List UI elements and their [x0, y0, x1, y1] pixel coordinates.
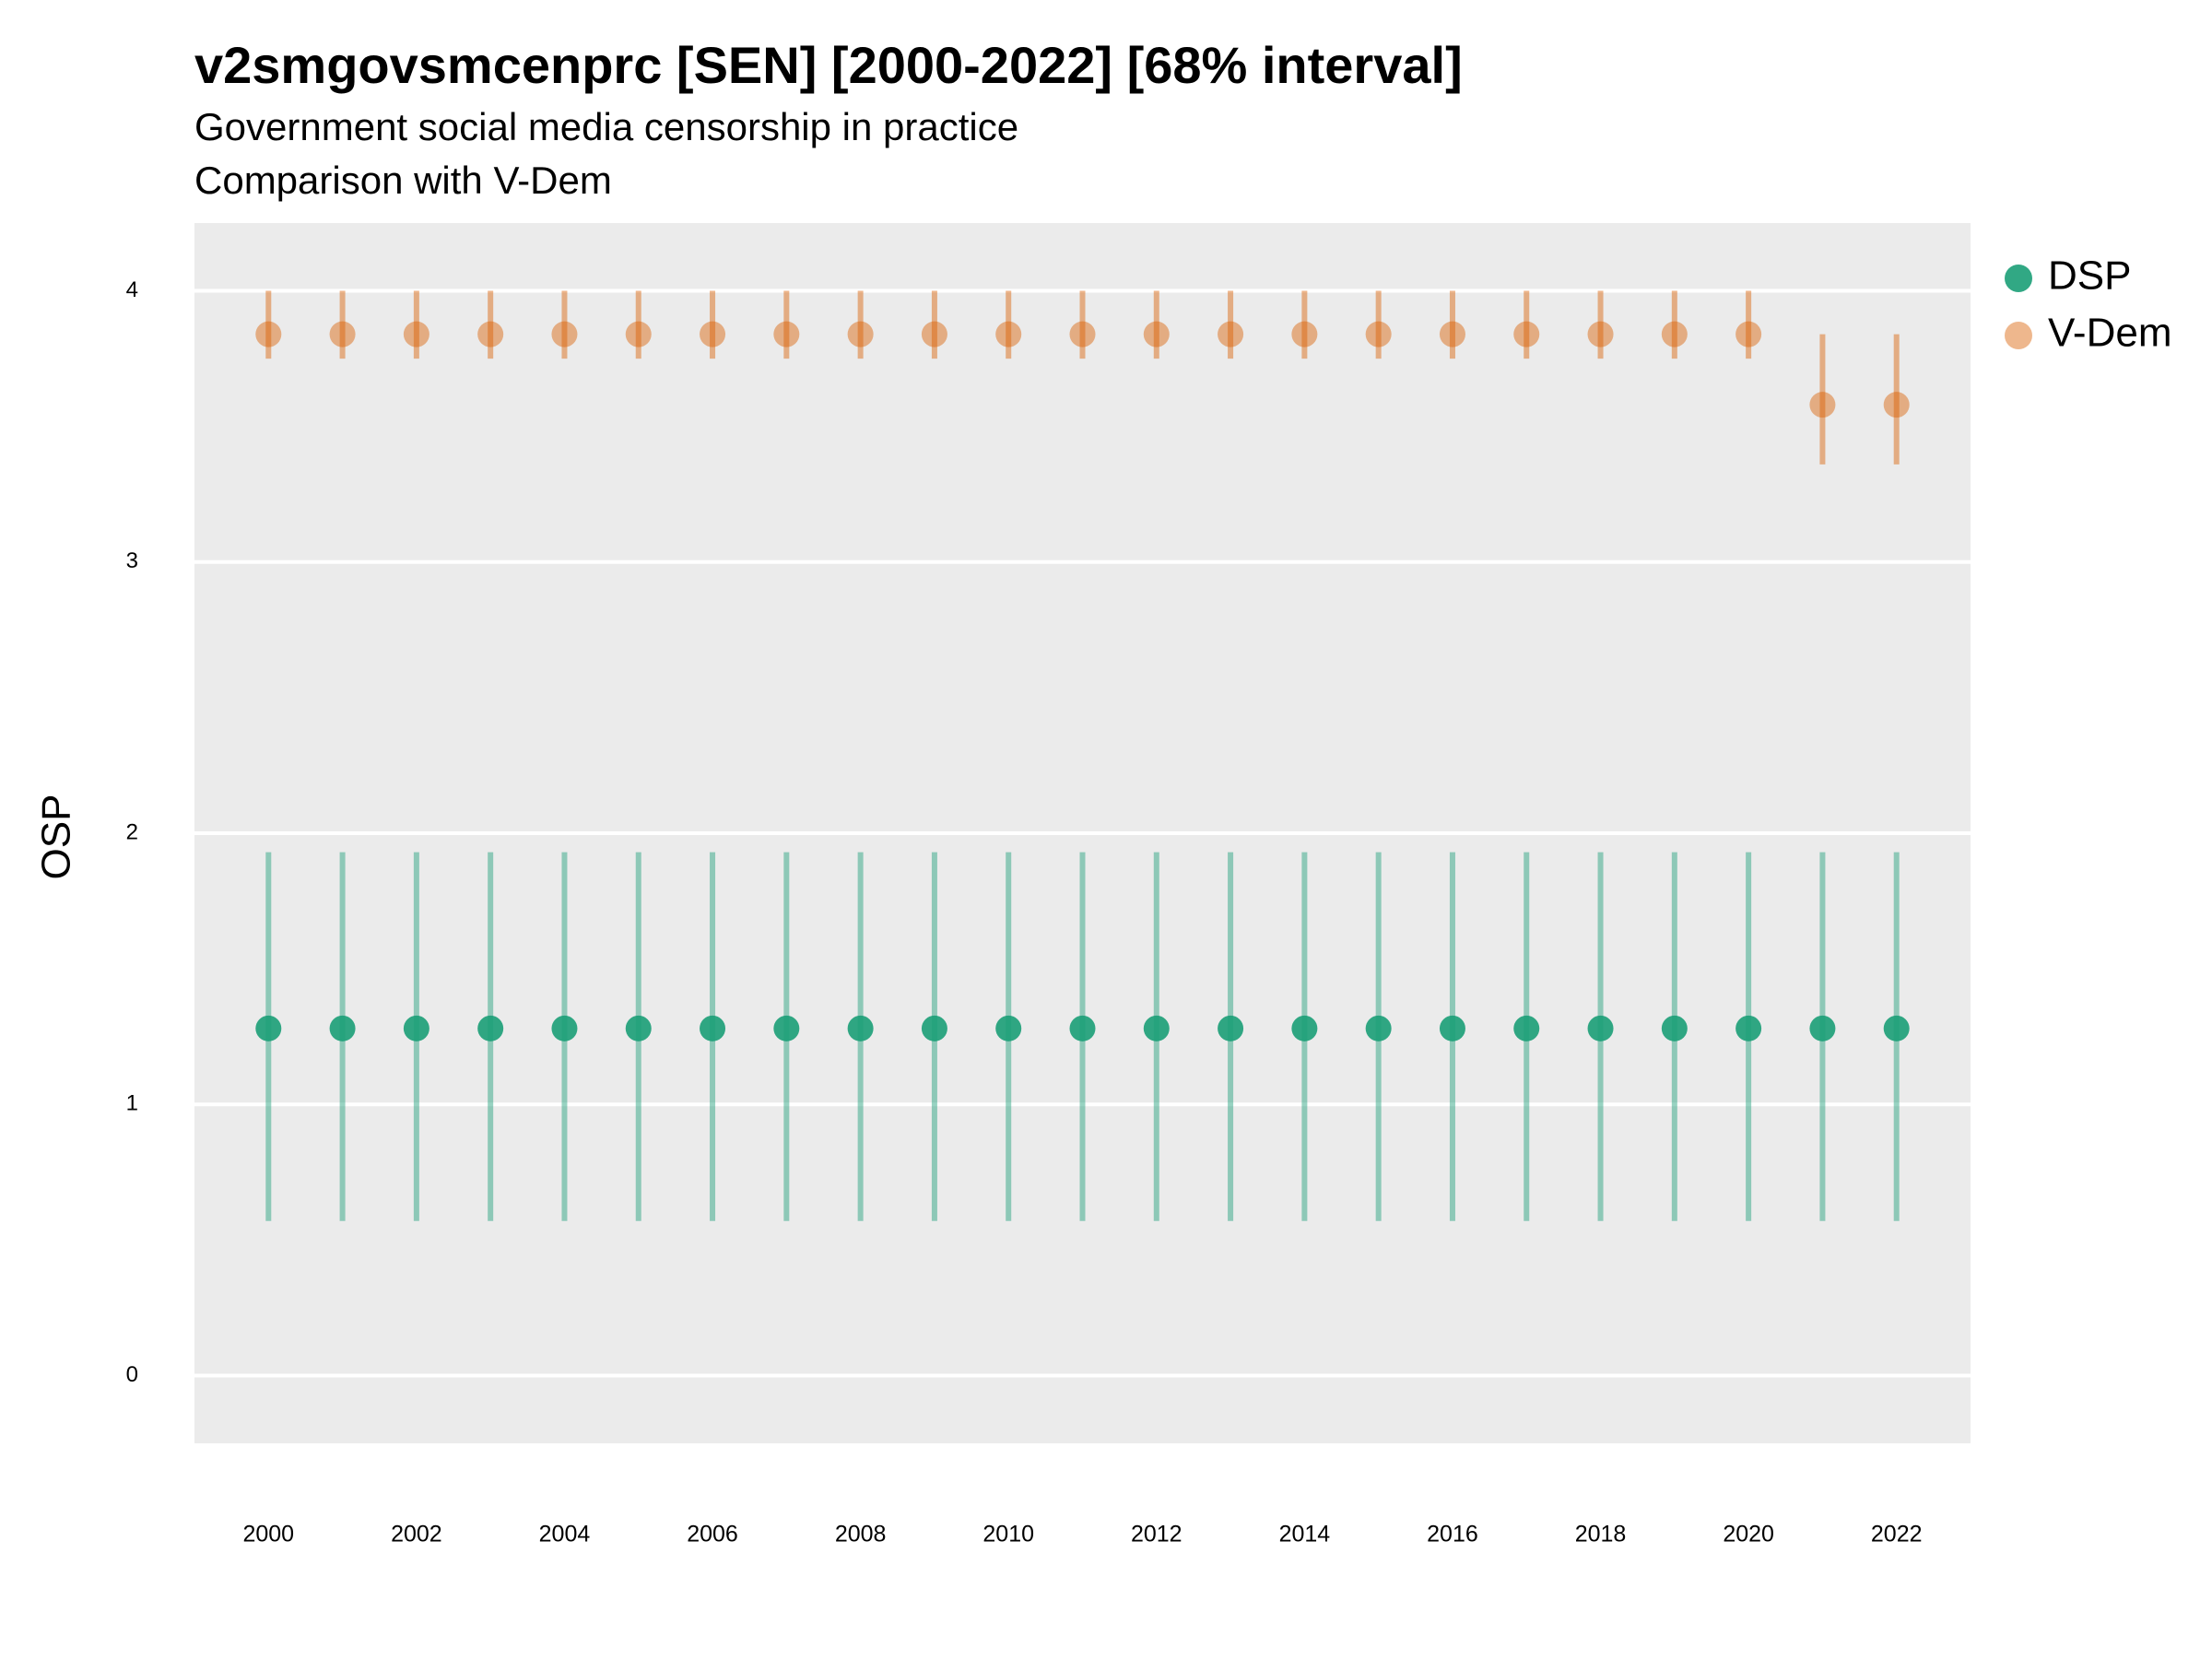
y-axis-label: OSP: [34, 794, 79, 880]
point: [847, 321, 874, 347]
point: [1143, 1015, 1170, 1041]
point: [921, 321, 947, 347]
point: [1883, 1015, 1910, 1041]
point: [551, 1015, 578, 1041]
point: [1291, 321, 1318, 347]
point: [403, 321, 429, 347]
point: [625, 1015, 652, 1041]
x-tick-label: 2010: [982, 1522, 1034, 1547]
x-tick-label: 2012: [1131, 1522, 1182, 1547]
y-tick-label: 0: [126, 1362, 138, 1387]
point: [1439, 1015, 1465, 1041]
x-tick-label: 2018: [1575, 1522, 1627, 1547]
point: [773, 1015, 800, 1041]
point: [995, 1015, 1022, 1041]
point: [995, 321, 1022, 347]
point: [1365, 321, 1392, 347]
point: [1587, 321, 1614, 347]
point: [625, 321, 652, 347]
point: [1513, 1015, 1540, 1041]
point: [1809, 392, 1836, 418]
legend-symbol: [2005, 265, 2032, 292]
point: [1809, 1015, 1836, 1041]
point: [551, 321, 578, 347]
legend-symbol: [2005, 322, 2032, 349]
point: [1439, 321, 1465, 347]
y-tick-label: 2: [126, 819, 138, 844]
point: [403, 1015, 429, 1041]
point: [847, 1015, 874, 1041]
chart-subtitle: Comparison with V-Dem: [194, 159, 612, 202]
point: [1291, 1015, 1318, 1041]
point: [1735, 1015, 1762, 1041]
point: [255, 321, 282, 347]
x-tick-label: 2016: [1427, 1522, 1478, 1547]
point: [773, 321, 800, 347]
x-tick-label: 2014: [1279, 1522, 1331, 1547]
legend-label: DSP: [2048, 253, 2131, 299]
point: [255, 1015, 282, 1041]
point: [700, 1015, 726, 1041]
point: [1735, 321, 1762, 347]
point: [1069, 321, 1096, 347]
point: [921, 1015, 947, 1041]
chart-subtitle: Government social media censorship in pr…: [194, 105, 1018, 148]
point: [1069, 1015, 1096, 1041]
point: [1587, 1015, 1614, 1041]
y-tick-label: 1: [126, 1091, 138, 1116]
point: [1365, 1015, 1392, 1041]
y-tick-label: 4: [126, 277, 138, 302]
x-tick-label: 2020: [1723, 1522, 1774, 1547]
point: [329, 321, 356, 347]
point: [1218, 1015, 1244, 1041]
point: [1143, 321, 1170, 347]
y-tick-label: 3: [126, 548, 138, 573]
x-tick-label: 2008: [835, 1522, 887, 1547]
x-tick-label: 2004: [539, 1522, 591, 1547]
point: [1661, 321, 1688, 347]
x-tick-label: 2022: [1871, 1522, 1923, 1547]
x-tick-label: 2002: [391, 1522, 442, 1547]
point: [1883, 392, 1910, 418]
chart-title: v2smgovsmcenprc [SEN] [2000-2022] [68% i…: [194, 36, 1463, 94]
legend-label: V-Dem: [2048, 311, 2171, 356]
point: [1513, 321, 1540, 347]
x-tick-label: 2006: [687, 1522, 738, 1547]
point: [477, 321, 504, 347]
x-tick-label: 2000: [242, 1522, 294, 1547]
point: [1661, 1015, 1688, 1041]
point: [1218, 321, 1244, 347]
point: [329, 1015, 356, 1041]
point: [477, 1015, 504, 1041]
point: [700, 321, 726, 347]
